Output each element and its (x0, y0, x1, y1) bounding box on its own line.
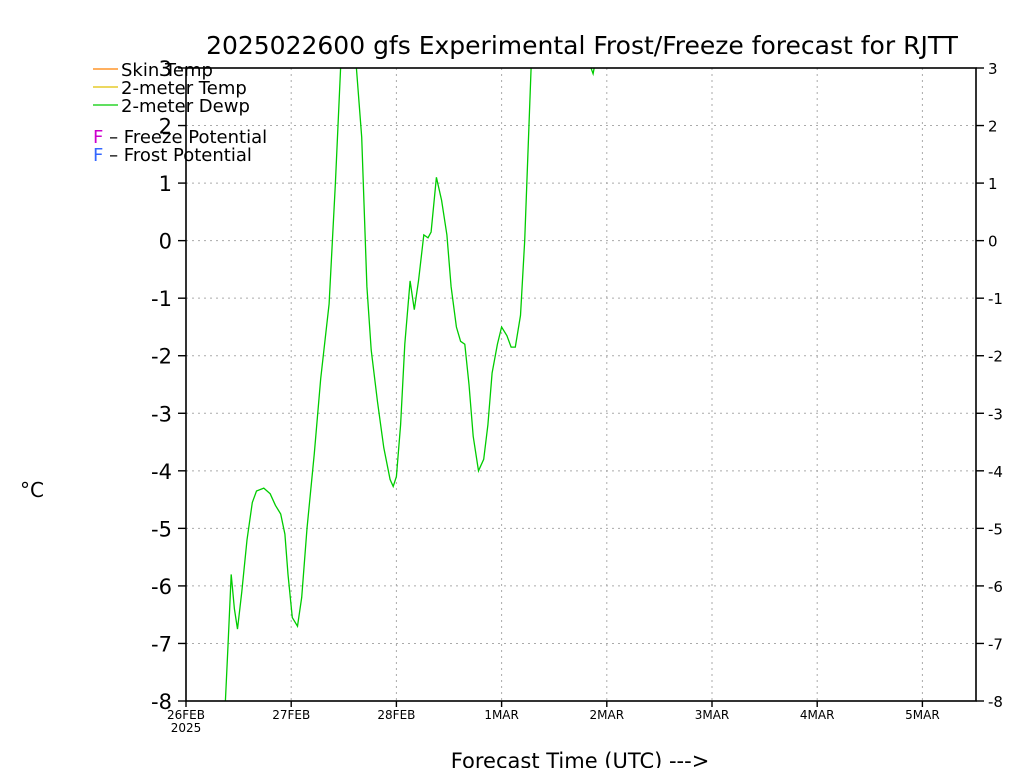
y-axis-label: °C (20, 478, 44, 502)
x-tick-label: 26FEB (167, 708, 205, 722)
y-tick-label-left: 0 (159, 230, 172, 254)
x-tick-label: 28FEB (377, 708, 415, 722)
potential-marker: F (93, 127, 103, 148)
y-tick-label-left: 3 (159, 57, 172, 81)
y-tick-label-left: -2 (151, 345, 172, 369)
x-tick-label: 4MAR (800, 708, 835, 722)
chart-title: 2025022600 gfs Experimental Frost/Freeze… (206, 31, 959, 60)
potential-label: – Frost Potential (103, 145, 252, 166)
y-tick-label-left: -1 (151, 287, 172, 311)
y-tick-label-right: -4 (988, 463, 1003, 481)
plot-frame (185, 67, 977, 702)
y-tick-label-right: -2 (988, 348, 1003, 366)
x-tick-label: 2MAR (590, 708, 625, 722)
y-tick-label-right: -6 (988, 578, 1003, 596)
potential-label: – Freeze Potential (103, 127, 267, 148)
x-tick-label: 3MAR (695, 708, 730, 722)
potential-marker: F (93, 145, 103, 166)
y-tick-label-left: -7 (151, 632, 172, 656)
y-tick-label-left: 2 (159, 115, 172, 139)
y-tick-label-left: -6 (151, 575, 172, 599)
x-tick-label: 1MAR (484, 708, 519, 722)
series-layer (224, 68, 595, 701)
legend-label: 2-meter Dewp (121, 96, 250, 117)
x-tick-sublabel: 2025 (171, 721, 202, 735)
y-tick-label-left: -4 (151, 460, 172, 484)
legend-label: 2-meter Temp (121, 78, 247, 99)
y-tick-label-left: -3 (151, 402, 172, 426)
potential-legend-entry: F – Frost Potential (93, 145, 252, 166)
y-tick-label-left: 1 (159, 172, 172, 196)
y-tick-label-right: 2 (988, 118, 998, 136)
x-tick-label: 5MAR (905, 708, 940, 722)
y-tick-label-right: -8 (988, 693, 1003, 711)
x-axis-label: Forecast Time (UTC) ---> (451, 749, 710, 768)
y-tick-label-left: -8 (151, 690, 172, 714)
y-tick-label-right: 0 (988, 233, 998, 251)
y-tick-label-right: 1 (988, 175, 998, 193)
x-tick-label: 27FEB (272, 708, 310, 722)
y-tick-label-right: -7 (988, 635, 1003, 653)
y-tick-label-right: -3 (988, 405, 1003, 423)
potential-legend-entry: F – Freeze Potential (93, 127, 267, 148)
y-tick-label-left: -5 (151, 517, 172, 541)
y-tick-label-right: -1 (988, 290, 1003, 308)
legend-label: Skin Temp (121, 60, 213, 81)
y-tick-label-right: -5 (988, 520, 1003, 538)
tick-layer: -8 -8 -7 -7 -6 -6 -5 -5 -4 -4 -3 -3 -2 -2 -1 -1 0 0 1 1 2 2 3 3… (151, 57, 1003, 735)
grid-lines (186, 68, 976, 701)
series-line-dewpoint (224, 68, 595, 701)
y-tick-label-right: 3 (988, 60, 998, 78)
